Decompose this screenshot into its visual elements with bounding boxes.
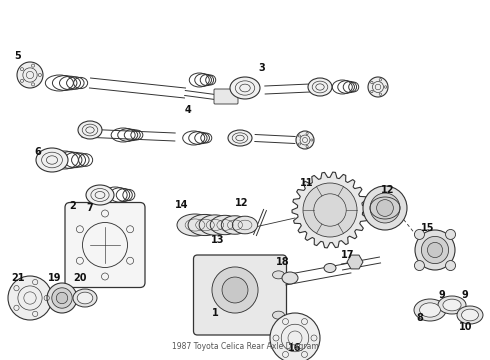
Text: 19: 19: [48, 273, 62, 283]
Text: 6: 6: [35, 147, 41, 157]
Text: 8: 8: [416, 313, 423, 323]
Text: 12: 12: [381, 185, 395, 195]
Ellipse shape: [272, 311, 285, 319]
Circle shape: [415, 261, 424, 271]
Ellipse shape: [228, 130, 252, 146]
Circle shape: [222, 277, 248, 303]
Text: 12: 12: [235, 198, 249, 208]
Text: 11: 11: [300, 178, 314, 188]
Circle shape: [17, 62, 43, 88]
Ellipse shape: [324, 264, 336, 273]
Text: 4: 4: [185, 105, 192, 115]
Circle shape: [363, 186, 407, 230]
Ellipse shape: [221, 216, 249, 234]
Circle shape: [303, 183, 357, 237]
Ellipse shape: [188, 215, 222, 235]
Circle shape: [427, 242, 442, 258]
FancyBboxPatch shape: [194, 255, 287, 335]
Circle shape: [296, 131, 314, 149]
Text: 21: 21: [11, 273, 25, 283]
Circle shape: [212, 267, 258, 313]
Ellipse shape: [232, 216, 258, 234]
FancyBboxPatch shape: [65, 202, 145, 288]
Text: 1: 1: [212, 308, 219, 318]
Ellipse shape: [230, 77, 260, 99]
Text: 3: 3: [259, 63, 266, 73]
Ellipse shape: [462, 309, 478, 321]
Text: 5: 5: [15, 51, 22, 61]
Ellipse shape: [272, 271, 285, 279]
Text: 17: 17: [341, 250, 355, 260]
Text: 1987 Toyota Celica Rear Axle Diagram: 1987 Toyota Celica Rear Axle Diagram: [172, 342, 318, 351]
Circle shape: [421, 237, 449, 264]
Text: 9: 9: [462, 290, 468, 300]
Ellipse shape: [86, 185, 114, 205]
Ellipse shape: [308, 78, 332, 96]
Circle shape: [56, 292, 68, 304]
Ellipse shape: [282, 272, 298, 284]
Text: 14: 14: [175, 200, 189, 210]
Circle shape: [270, 313, 320, 360]
Polygon shape: [347, 255, 363, 269]
Text: 9: 9: [439, 290, 445, 300]
Ellipse shape: [77, 292, 93, 304]
Circle shape: [415, 229, 424, 239]
Circle shape: [377, 200, 393, 216]
Ellipse shape: [199, 215, 231, 235]
Ellipse shape: [457, 306, 483, 324]
Circle shape: [415, 230, 455, 270]
Circle shape: [445, 261, 456, 271]
Text: 16: 16: [288, 343, 302, 353]
Ellipse shape: [73, 289, 97, 307]
Ellipse shape: [78, 121, 102, 139]
FancyBboxPatch shape: [214, 89, 238, 104]
Circle shape: [47, 283, 77, 313]
Circle shape: [370, 193, 400, 223]
Text: 10: 10: [459, 322, 473, 332]
Text: 15: 15: [421, 223, 435, 233]
Text: 20: 20: [73, 273, 87, 283]
Text: 7: 7: [87, 203, 94, 213]
Circle shape: [8, 276, 52, 320]
Polygon shape: [292, 172, 368, 248]
Text: 18: 18: [276, 257, 290, 267]
Ellipse shape: [443, 299, 461, 311]
Ellipse shape: [438, 296, 466, 314]
Ellipse shape: [210, 215, 240, 235]
Circle shape: [52, 288, 72, 308]
Ellipse shape: [414, 299, 446, 321]
Circle shape: [368, 77, 388, 97]
Text: 13: 13: [211, 235, 225, 245]
Ellipse shape: [36, 148, 68, 172]
Ellipse shape: [177, 214, 213, 236]
Circle shape: [445, 229, 456, 239]
Ellipse shape: [419, 303, 441, 317]
Text: 2: 2: [70, 201, 76, 211]
